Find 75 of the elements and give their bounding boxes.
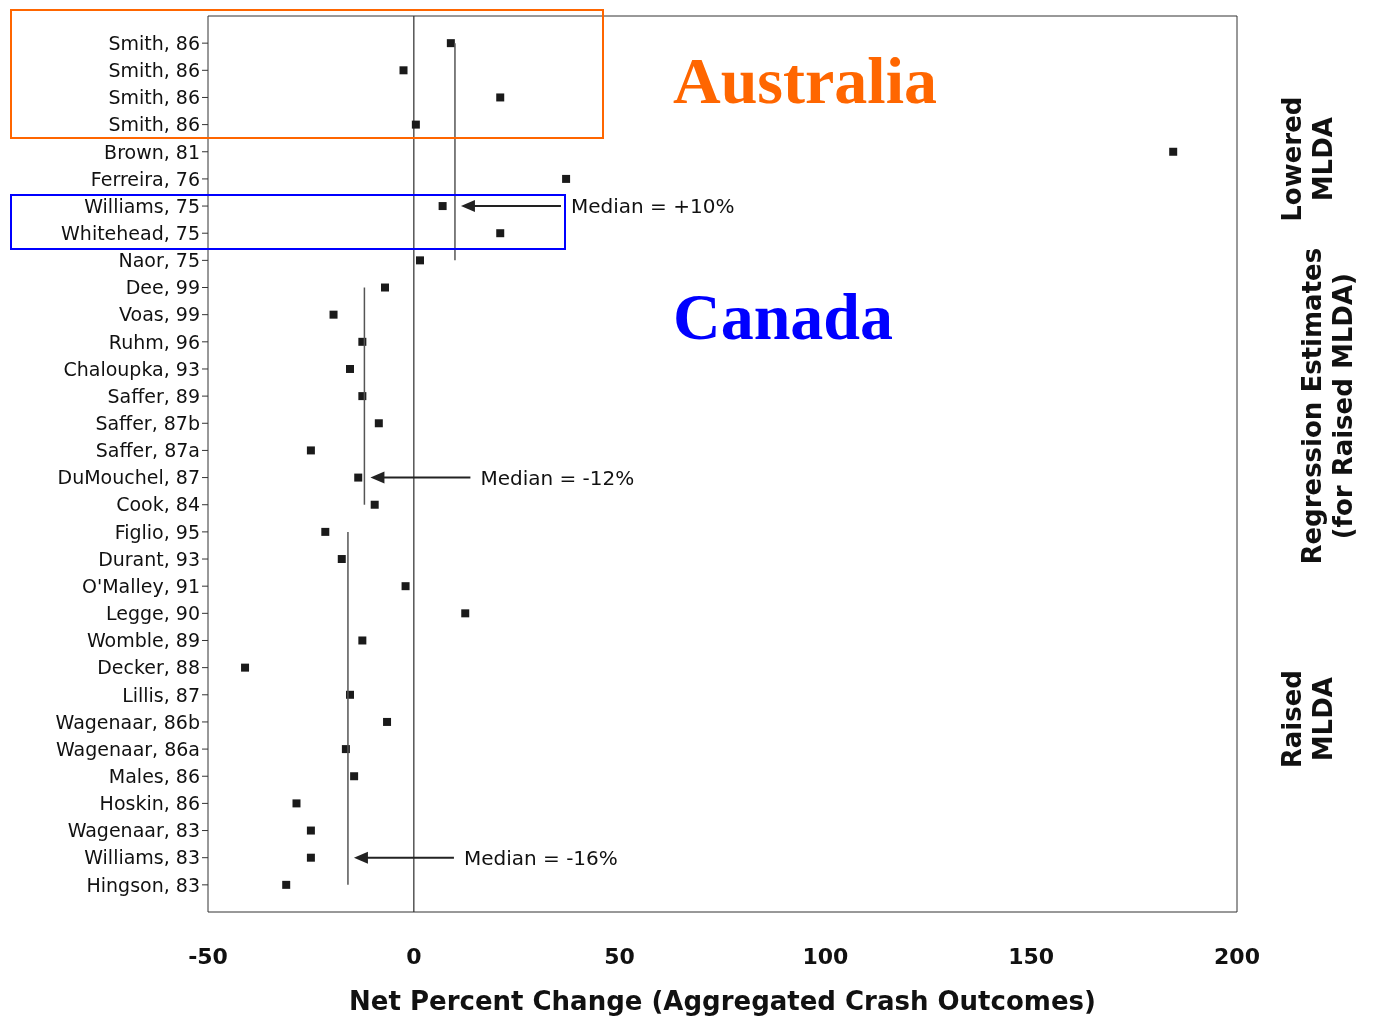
- point: [370, 500, 379, 509]
- annotation: Median = -12%: [480, 465, 635, 490]
- point: [415, 256, 424, 265]
- y-tick-label: Dee, 99: [125, 276, 200, 299]
- point: [374, 419, 383, 428]
- annotation: Canada: [673, 280, 894, 353]
- point: [346, 364, 354, 373]
- point: [321, 527, 330, 536]
- y-tick-label: Saffer, 87b: [95, 412, 200, 435]
- y-tick-label: Smith, 86: [108, 59, 200, 82]
- annotation: Median = -16%: [463, 845, 618, 870]
- point: [350, 772, 359, 781]
- text: Raised MLDA: [1276, 669, 1339, 771]
- y-tick-label: Smith, 86: [108, 31, 200, 54]
- y-tick-label: Chaloupka, 93: [63, 357, 200, 380]
- x-tick-label: 0: [406, 943, 422, 969]
- x-tick-label: 50: [604, 943, 635, 969]
- y-tick-label: Williams, 83: [84, 846, 200, 869]
- point: [438, 202, 447, 211]
- y-tick-label: Lillis, 87: [122, 683, 200, 706]
- y-tick-label: Naor, 75: [118, 249, 200, 272]
- y-tick-label: Womble, 89: [86, 629, 200, 652]
- y-tick-label: Durant, 93: [98, 547, 200, 570]
- point: [241, 663, 250, 672]
- point: [399, 66, 408, 75]
- point: [337, 555, 346, 564]
- point: [1169, 147, 1178, 156]
- y-tick-label: Ferreira, 76: [90, 167, 200, 190]
- y-tick-label: Voas, 99: [119, 303, 200, 326]
- x-tick-label: 200: [1214, 943, 1260, 969]
- point: [461, 609, 470, 618]
- y-tick-label: Wagenaar, 86b: [55, 710, 200, 733]
- y-tick-label: Figlio, 95: [114, 520, 200, 543]
- x-tick-label: 100: [802, 943, 849, 969]
- text: Regression Estimates (for Raised MLDA): [1296, 246, 1359, 567]
- point: [401, 582, 410, 591]
- point: [329, 310, 338, 319]
- y-tick-label: Smith, 86: [108, 113, 200, 136]
- y-tick-label: Wagenaar, 83: [67, 819, 200, 842]
- y-tick-label: Smith, 86: [108, 86, 200, 109]
- y-tick-label: Wagenaar, 86a: [55, 737, 200, 760]
- point: [282, 880, 291, 889]
- y-tick-label: Legge, 90: [105, 602, 200, 625]
- y-tick-label: DuMouchel, 87: [57, 466, 200, 489]
- y-tick-label: Whitehead, 75: [61, 221, 200, 244]
- y-tick-label: O'Malley, 91: [82, 574, 200, 597]
- point: [358, 636, 367, 645]
- x-tick-label: 150: [1008, 943, 1055, 969]
- point: [562, 174, 571, 183]
- point: [306, 853, 315, 862]
- x-tick-label: -50: [188, 943, 228, 969]
- text: Lowered MLDA: [1276, 95, 1339, 224]
- point: [496, 93, 505, 102]
- point: [496, 229, 505, 238]
- y-tick-label: Ruhm, 96: [108, 330, 200, 353]
- y-tick-label: Williams, 75: [84, 194, 200, 217]
- annotation: Median = +10%: [570, 194, 735, 219]
- y-tick-label: Saffer, 87a: [95, 439, 200, 462]
- point: [292, 799, 301, 808]
- x-axis-title: Net Percent Change (Aggregated Crash Outcomes): [349, 986, 1096, 1016]
- annotation: Australia: [673, 44, 937, 117]
- y-tick-label: Hingson, 83: [86, 873, 200, 896]
- point: [380, 283, 389, 292]
- point: [446, 39, 455, 48]
- y-tick-label: Brown, 81: [104, 140, 200, 163]
- point: [383, 717, 392, 726]
- y-tick-label: Saffer, 89: [107, 384, 200, 407]
- y-tick-label: Males, 86: [108, 764, 200, 787]
- y-tick-label: Hoskin, 86: [99, 792, 200, 815]
- point: [354, 473, 363, 482]
- y-tick-label: Cook, 84: [116, 493, 200, 516]
- point: [411, 120, 420, 129]
- point: [306, 446, 315, 455]
- point: [306, 826, 315, 835]
- y-tick-label: Decker, 88: [97, 656, 200, 679]
